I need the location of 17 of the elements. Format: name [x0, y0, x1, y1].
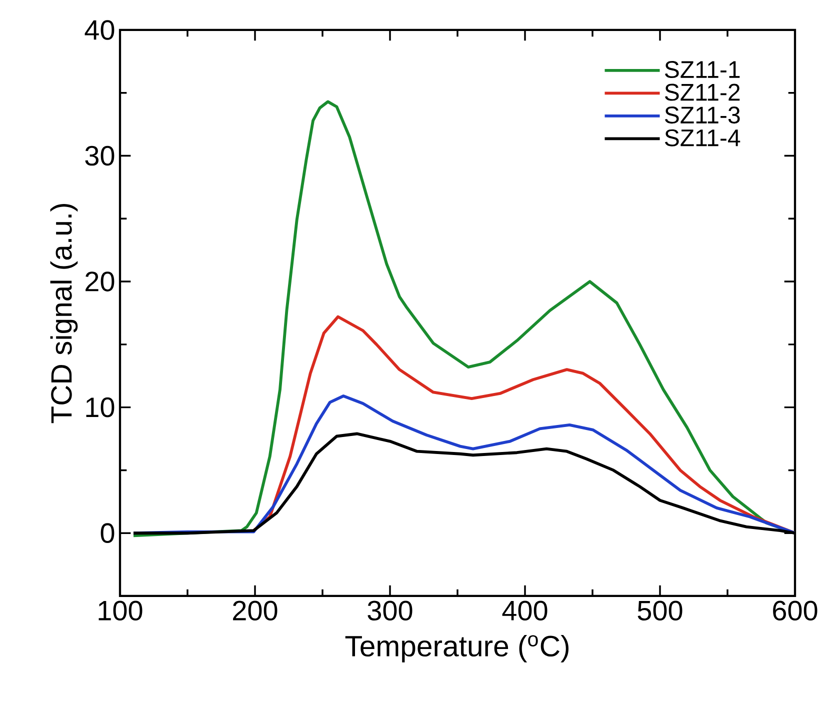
legend-label: SZ11-2	[664, 84, 740, 101]
x-tick-label: 500	[638, 600, 682, 621]
y-axis-title: TCD signal (a.u.)	[50, 204, 78, 424]
legend-label: SZ11-4	[664, 129, 740, 146]
legend-label: SZ11-3	[664, 106, 740, 124]
y-tick-label: 10	[86, 397, 114, 418]
x-axis-title: Temperature ($^{o}$C)	[345, 635, 568, 662]
y-tick-label: 40	[84, 20, 114, 40]
x-tick-label: 300	[368, 600, 412, 621]
y-tick-label: 20	[86, 272, 114, 292]
legend-label: SZ11-1	[664, 61, 740, 78]
x-tick-label: 400	[502, 600, 548, 621]
x-tick-label: 600	[773, 600, 818, 621]
x-tick-label: 100	[98, 600, 142, 621]
y-tick-label: 30	[85, 146, 114, 166]
y-tick-label: 0	[100, 523, 114, 544]
x-tick-label: 200	[233, 600, 278, 621]
